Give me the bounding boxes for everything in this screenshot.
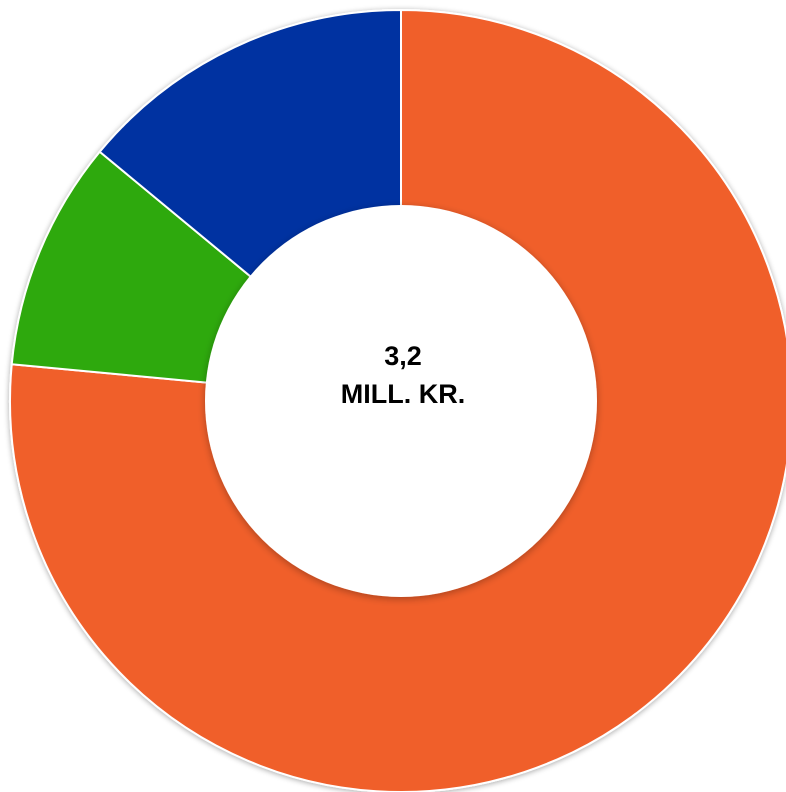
donut-hole: [205, 205, 597, 597]
center-unit: MILL. KR.: [340, 379, 466, 409]
center-value: 3,2: [384, 341, 422, 371]
center-label: 3,2 MILL. KR.: [303, 337, 503, 413]
